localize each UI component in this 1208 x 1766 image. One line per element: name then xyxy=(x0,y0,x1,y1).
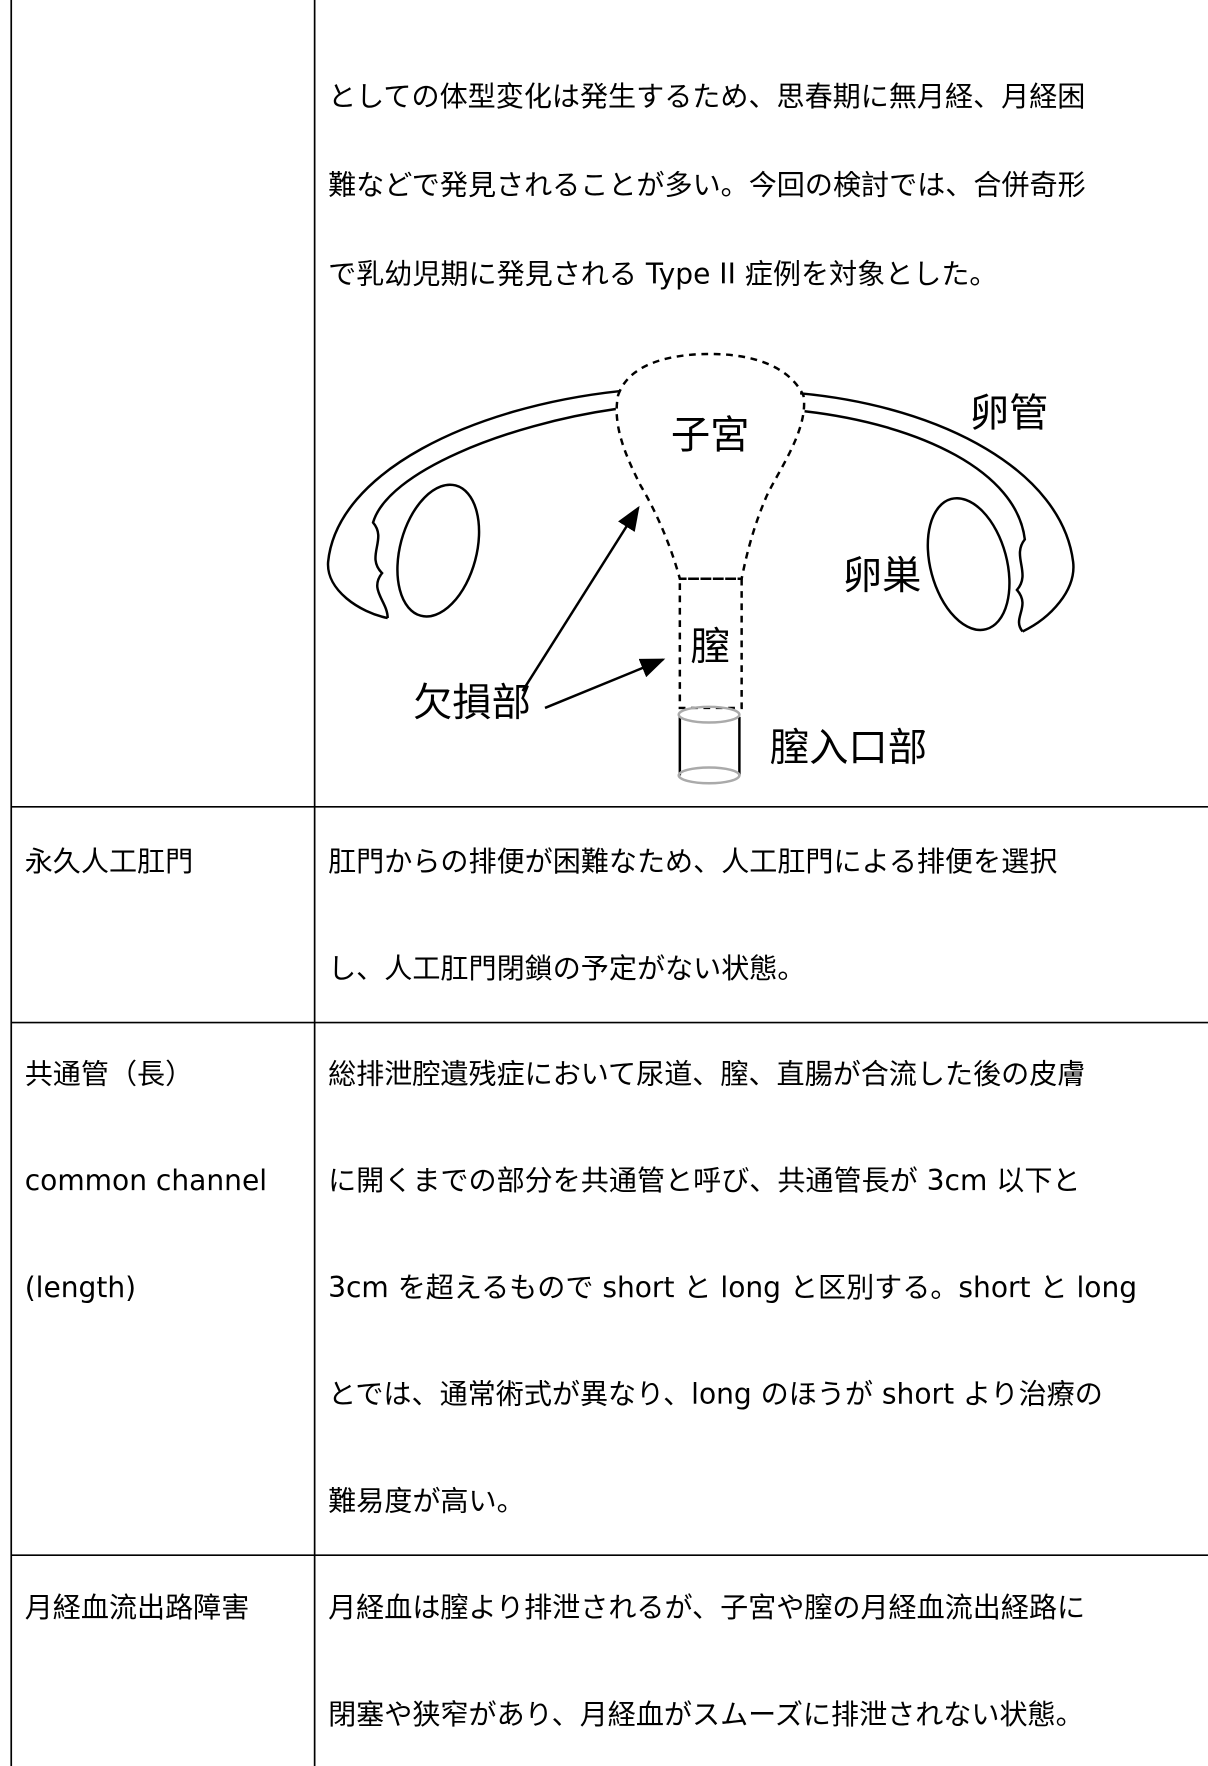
uterus-shape xyxy=(615,352,806,580)
figure-label: 卵巣 xyxy=(843,554,922,599)
arrow xyxy=(521,505,640,692)
description-text: 肛門からの排便が困難なため、人工肛門による排便を選択 xyxy=(328,845,1057,878)
description-text: 閉塞や狭窄があり、月経血がスムーズに排泄されない状態。 xyxy=(328,1698,1084,1731)
description-text: 難などで発見されることが多い。今回の検討では、合併奇形 xyxy=(328,169,1086,202)
left-ovary xyxy=(396,483,481,618)
figure xyxy=(326,352,1075,785)
term-text: 月経血流出路障害 xyxy=(25,1591,250,1624)
description-text: とでは、通常術式が異なり、long のほうが short より治療の xyxy=(328,1378,1103,1411)
description-text: し、人工肛門閉鎖の予定がない状態。 xyxy=(328,952,805,985)
description-text: 3cm を超えるもので short と long と区別する。short と l… xyxy=(328,1271,1137,1304)
description-text: に開くまでの部分を共通管と呼び、共通管長が 3cm 以下と xyxy=(328,1164,1080,1197)
vagina-shape xyxy=(678,577,743,710)
term-text: (length) xyxy=(25,1271,136,1304)
description-text: としての体型変化は発生するため、思春期に無月経、月経困 xyxy=(328,80,1085,113)
term-text: common channel xyxy=(25,1164,267,1197)
figure-label: 膣 xyxy=(691,625,730,670)
right-tube-inner xyxy=(804,410,1027,633)
description-text: 総排泄腔遺残症において尿道、膣、直腸が合流した後の皮膚 xyxy=(328,1057,1085,1090)
introitus-bottom xyxy=(677,766,741,785)
right-tube-outer xyxy=(799,392,1075,633)
left-tube-outer xyxy=(326,389,621,620)
figure-label: 膣入口部 xyxy=(770,726,927,771)
figure-label: 卵管 xyxy=(970,391,1049,436)
description-text: 難易度が高い。 xyxy=(328,1484,525,1517)
right-ovary xyxy=(926,496,1011,632)
term-text: 共通管（長） xyxy=(25,1057,193,1090)
introitus-shape xyxy=(678,716,741,776)
left-tube-inner xyxy=(371,407,616,619)
term-text: 永久人工肛門 xyxy=(25,845,193,878)
description-text: 月経血は膣より排泄されるが、子宮や膣の月経血流出経路に xyxy=(328,1591,1085,1624)
arrow xyxy=(544,658,666,710)
figure-label: 子宮 xyxy=(671,414,750,459)
description-text: で乳幼児期に発見される Type II 症例を対象とした。 xyxy=(328,257,997,290)
introitus-top xyxy=(677,705,741,724)
figure-label: 欠損部 xyxy=(413,681,531,726)
table: 子宮 卵管 卵巣 膣 欠損部 膣入口部 としての体型変化は発生するため、思春期に… xyxy=(10,0,1208,1766)
